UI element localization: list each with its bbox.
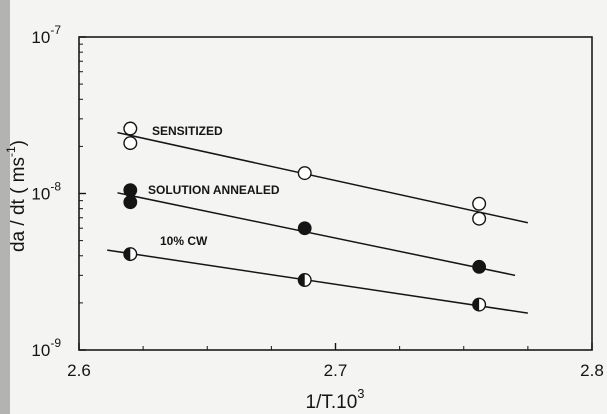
fit-line-sensitized xyxy=(117,131,529,224)
scan-shadow xyxy=(0,0,10,414)
x-tick-label: 2.6 xyxy=(67,361,91,380)
point-10-cw xyxy=(472,297,487,312)
point-solution-annealed xyxy=(123,195,138,210)
point-solution-annealed xyxy=(123,183,138,198)
point-solution-annealed xyxy=(472,259,487,274)
point-sensitized xyxy=(472,196,487,211)
point-solution-annealed xyxy=(297,221,312,236)
series-label-sensitized: SENSITIZED xyxy=(152,124,223,138)
point-sensitized xyxy=(472,211,487,226)
point-sensitized xyxy=(123,121,138,136)
fit-lines xyxy=(107,131,529,314)
fit-line-10-cw xyxy=(107,249,528,314)
point-sensitized xyxy=(123,136,138,151)
x-tick-label: 2.7 xyxy=(324,361,348,380)
x-tick-label: 2.8 xyxy=(580,361,604,380)
data-markers xyxy=(123,121,487,312)
point-10-cw xyxy=(123,247,138,262)
point-10-cw xyxy=(297,273,312,288)
point-sensitized xyxy=(297,166,312,181)
y-axis-title: da / dt ( ms-1) xyxy=(4,140,29,252)
axis-ticks xyxy=(78,36,593,351)
series-label-10-cw: 10% CW xyxy=(160,234,208,248)
series-label-solution-annealed: SOLUTION ANNEALED xyxy=(148,183,280,197)
fit-line-solution-annealed xyxy=(117,192,516,277)
